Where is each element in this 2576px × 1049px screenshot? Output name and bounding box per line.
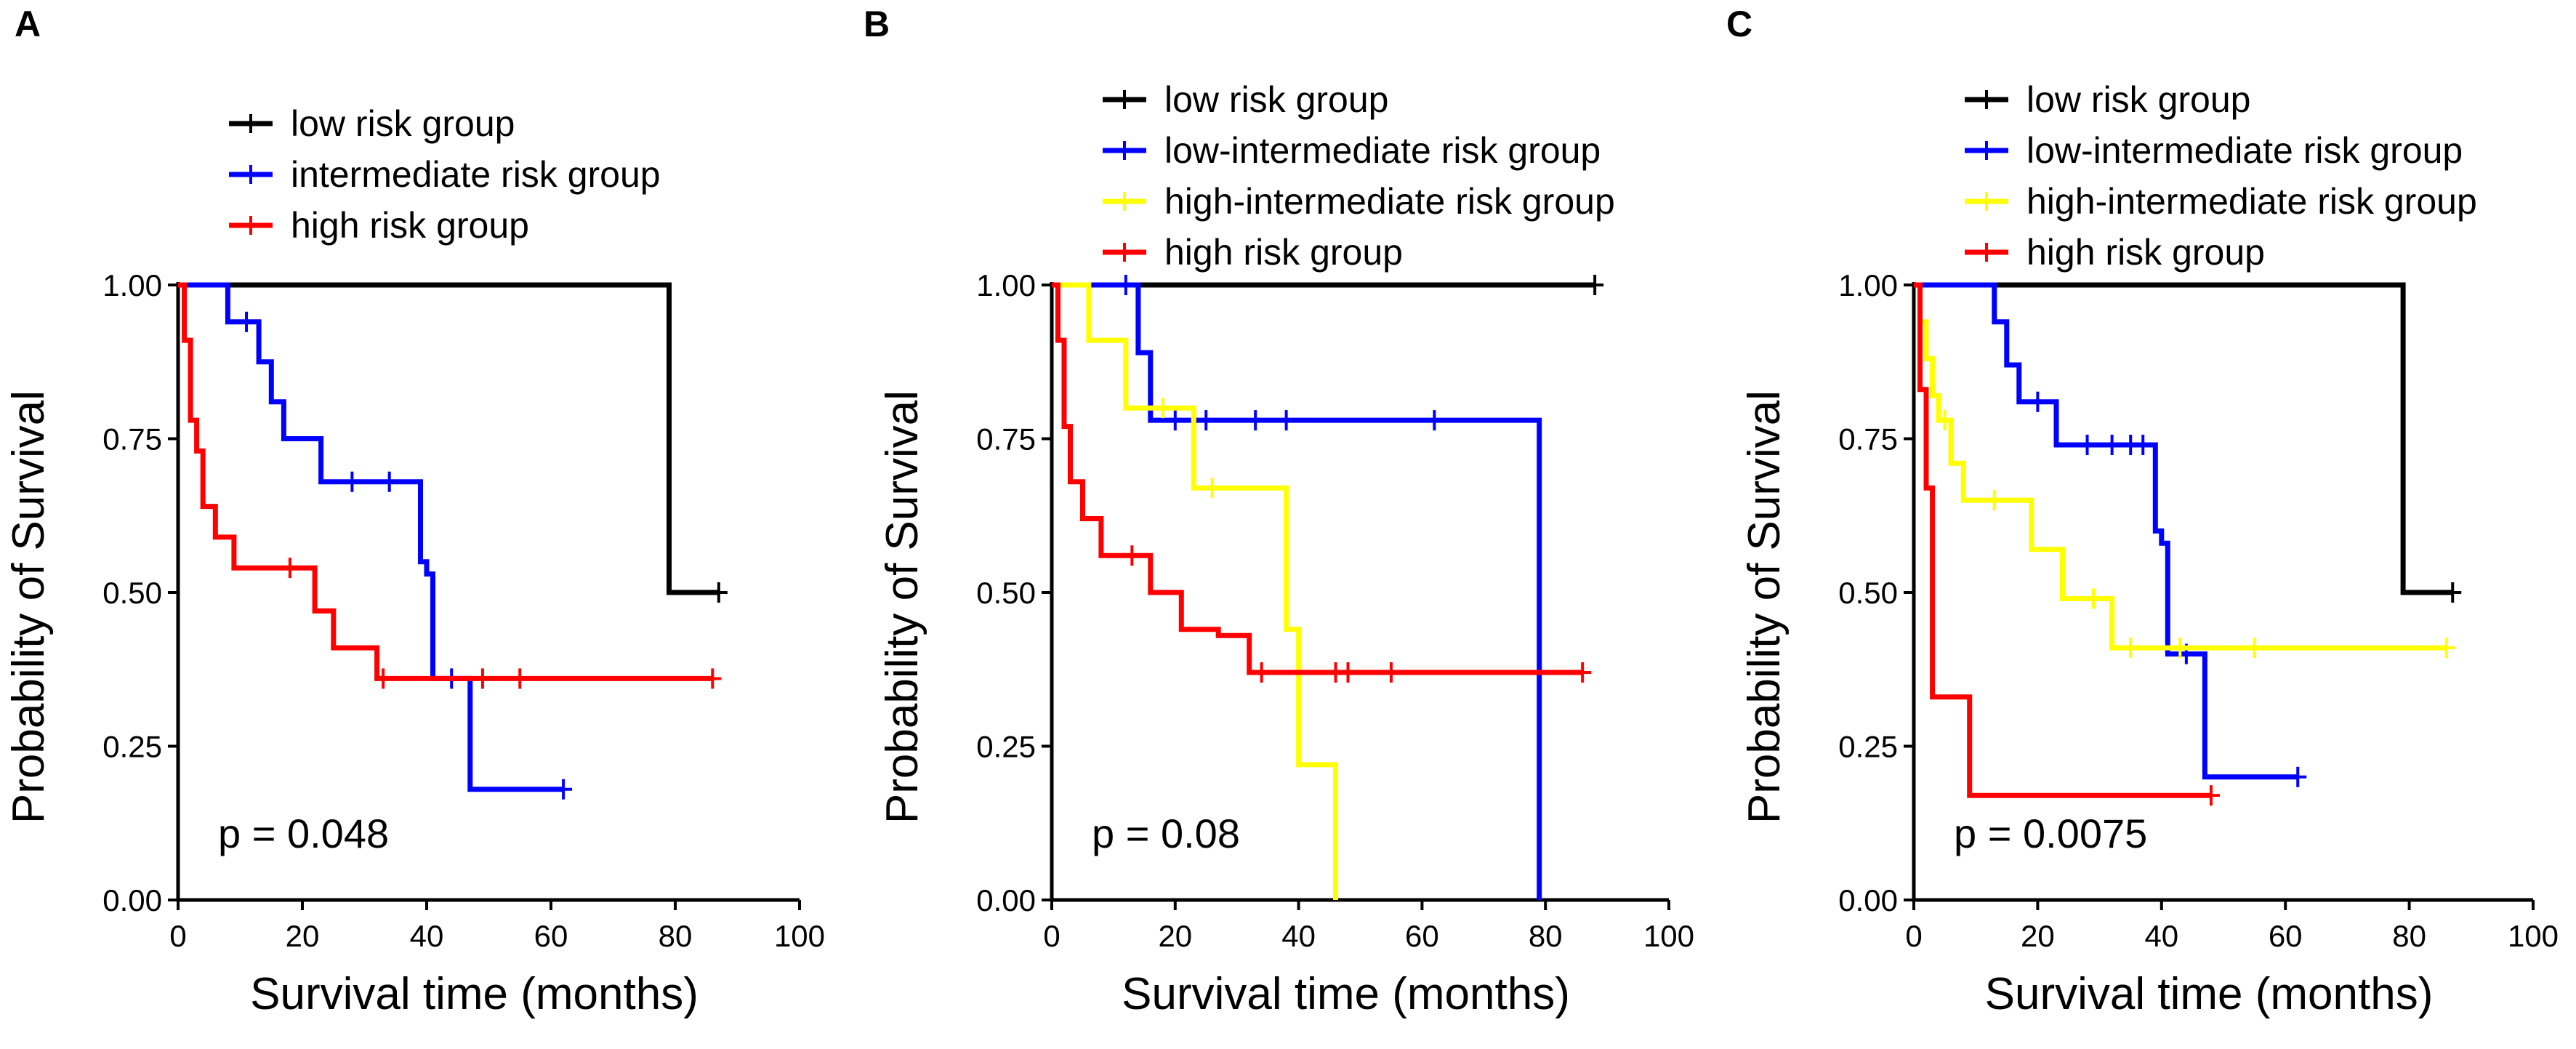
panel-c-y-tick-label: 0.00 — [1838, 883, 1898, 917]
panel-b-curve-3 — [1052, 282, 1583, 675]
panel-a-series-2 — [178, 282, 722, 689]
panel-a-curve-2 — [178, 282, 713, 681]
panel-b-x-tick-label: 40 — [1281, 919, 1316, 953]
panel-c-series-0 — [1914, 282, 2462, 603]
panel-c-legend-label: high-intermediate risk group — [2026, 181, 2477, 222]
panel-a-p-value: p = 0.048 — [218, 811, 389, 856]
panel-a-legend-label: low risk group — [291, 103, 515, 144]
panel-b-p-value: p = 0.08 — [1092, 811, 1240, 856]
panel-a-legend: low risk group intermediate risk group hig… — [229, 103, 661, 246]
panel-b-series-2 — [1052, 282, 1338, 900]
panel-b-legend: low risk group low-intermediate risk grou… — [1103, 79, 1615, 273]
panel-b-x-axis-label: Survival time (months) — [1122, 969, 1570, 1019]
panel-c-curve-3 — [1914, 282, 2211, 798]
panel-a-x-tick-label: 0 — [169, 919, 186, 953]
panel-b-y-tick-label: 0.50 — [976, 576, 1036, 610]
panel-c-legend: low risk group low-intermediate risk grou… — [1965, 79, 2477, 273]
panel-b: B 0 20 40 60 80 100 0.00 0.25 0.50 0.75 1.00 Surviva… — [864, 4, 1694, 1019]
panel-c-series-1 — [1914, 282, 2307, 787]
panel-a-y-axis-label: Probability of Survival — [4, 390, 54, 824]
panel-a-y-tick-label: 1.00 — [102, 268, 162, 302]
panel-b-curve-1 — [1052, 282, 1542, 900]
panel-b-y-tick-label: 0.00 — [976, 883, 1036, 917]
panel-a-y-tick-label: 0.00 — [102, 883, 162, 917]
panel-c-x-tick-label: 80 — [2392, 919, 2426, 953]
panel-a-curve-1 — [178, 282, 564, 792]
panel-c-legend-label: low risk group — [2026, 79, 2250, 120]
panel-a-series-0 — [178, 282, 728, 603]
panel-b-y-axis-label: Probability of Survival — [877, 390, 927, 824]
panel-c-x-tick-label: 60 — [2269, 919, 2303, 953]
panel-a-series-1 — [178, 282, 573, 800]
panel-a-x-tick-label: 60 — [534, 919, 568, 953]
panel-a-curve-0 — [178, 282, 719, 595]
panel-a-y-tick-label: 0.25 — [102, 730, 162, 764]
panel-b-legend-label: high-intermediate risk group — [1164, 181, 1615, 222]
panel-a: A 0 20 40 60 80 100 0.00 0.25 0.50 0.75 1.00 Surviva… — [4, 4, 825, 1019]
panel-b-series-3 — [1052, 282, 1592, 683]
panel-c-y-tick-label: 1.00 — [1838, 268, 1898, 302]
panel-c-curve-0 — [1914, 282, 2453, 595]
panel-b-series-0 — [1052, 275, 1604, 295]
panel-c-y-tick-label: 0.25 — [1838, 730, 1898, 764]
panel-c-legend-label: low-intermediate risk group — [2026, 130, 2463, 171]
panel-b-curve-2 — [1052, 282, 1338, 900]
panel-c-x-tick-label: 0 — [1905, 919, 1922, 953]
panel-b-series-1 — [1052, 275, 1542, 900]
panel-b-x-tick-label: 0 — [1043, 919, 1060, 953]
panel-c-legend-label: high risk group — [2026, 232, 2265, 273]
panel-b-y-tick-label: 0.75 — [976, 422, 1036, 457]
panel-c-p-value: p = 0.0075 — [1954, 811, 2147, 856]
panel-a-x-tick-label: 40 — [410, 919, 444, 953]
panel-c-x-axis-label: Survival time (months) — [1985, 969, 2434, 1019]
panel-a-x-axis-label: Survival time (months) — [250, 969, 699, 1019]
panel-a-letter: A — [15, 4, 41, 44]
panel-b-x-tick-label: 80 — [1529, 919, 1563, 953]
panel-b-x-tick-label: 60 — [1405, 919, 1439, 953]
panel-b-legend-label: high risk group — [1164, 232, 1403, 273]
panel-c-y-axis-label: Probability of Survival — [1739, 390, 1790, 824]
panel-b-x-tick-label: 20 — [1158, 919, 1192, 953]
panel-a-x-tick-label: 20 — [286, 919, 320, 953]
panel-b-letter: B — [864, 4, 890, 44]
panel-a-x-tick-label: 80 — [659, 919, 693, 953]
panel-b-y-tick-label: 1.00 — [976, 268, 1036, 302]
panel-c-x-tick-label: 100 — [2508, 919, 2559, 953]
panel-b-legend-label: low-intermediate risk group — [1164, 130, 1601, 171]
panel-c-letter: C — [1726, 4, 1752, 44]
panel-a-legend-label: high risk group — [291, 205, 529, 246]
panel-c-curve-2 — [1914, 282, 2447, 651]
panel-a-x-tick-label: 100 — [774, 919, 825, 953]
panel-c-series-3 — [1914, 282, 2220, 806]
panel-c-series-2 — [1914, 282, 2455, 659]
panel-a-y-tick-label: 0.75 — [102, 422, 162, 457]
panel-c-y-tick-label: 0.50 — [1838, 576, 1898, 610]
panel-a-legend-label: intermediate risk group — [291, 154, 661, 195]
panel-a-y-tick-label: 0.50 — [102, 576, 162, 610]
panel-c-y-tick-label: 0.75 — [1838, 422, 1898, 457]
panel-b-x-tick-label: 100 — [1643, 919, 1694, 953]
panel-c-x-tick-label: 40 — [2144, 919, 2178, 953]
panel-c: C 0 20 40 60 80 100 0.00 0.25 0.50 0.75 1.00 Surviva… — [1726, 4, 2559, 1019]
panel-b-legend-label: low risk group — [1164, 79, 1388, 120]
panel-b-y-tick-label: 0.25 — [976, 730, 1036, 764]
panel-c-x-tick-label: 20 — [2021, 919, 2055, 953]
